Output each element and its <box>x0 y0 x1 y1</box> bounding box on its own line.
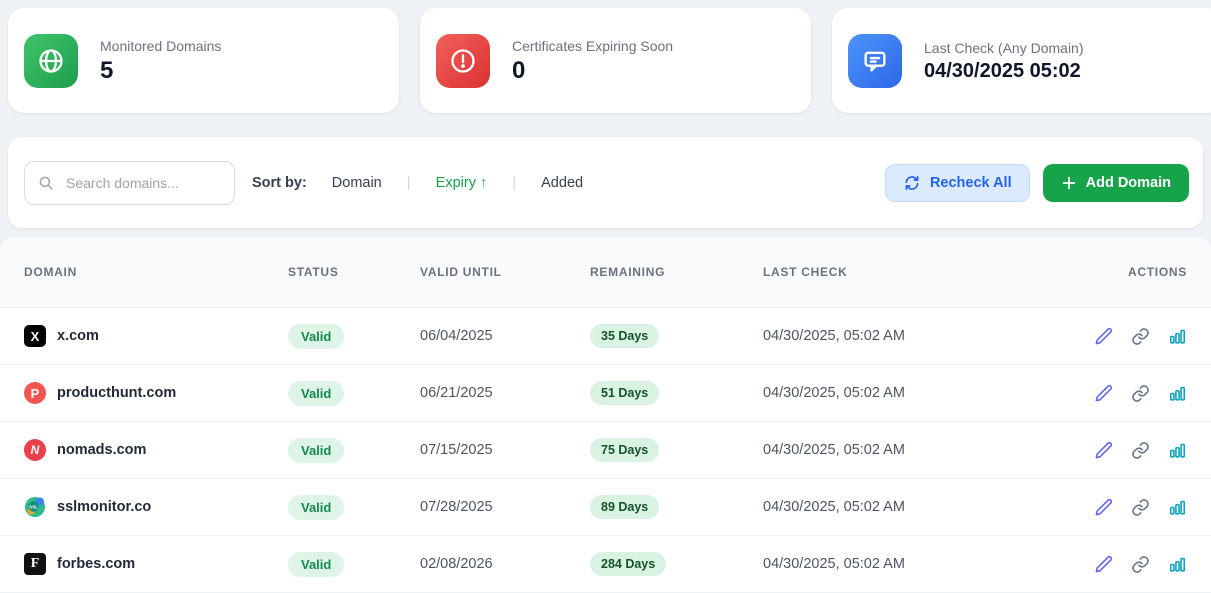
stat-value: 5 <box>100 57 114 84</box>
column-header-last-check: LAST CHECK <box>763 265 848 279</box>
table-row: N nomads.com Valid 07/15/2025 75 Days 04… <box>0 422 1211 479</box>
domain-name: sslmonitor.co <box>57 499 152 515</box>
edit-icon[interactable] <box>1093 326 1113 346</box>
sort-separator: | <box>512 174 517 191</box>
edit-icon[interactable] <box>1093 440 1113 460</box>
table-row: F forbes.com Valid 02/08/2026 284 Days 0… <box>0 536 1211 593</box>
stat-card-expiring-soon: Certificates Expiring Soon 0 <box>420 8 811 113</box>
valid-until-value: 06/04/2025 <box>420 328 493 344</box>
table-row: X x.com Valid 06/04/2025 35 Days 04/30/2… <box>0 308 1211 365</box>
column-header-status: STATUS <box>288 265 339 279</box>
svg-text:SSL: SSL <box>29 504 38 509</box>
valid-until-value: 07/15/2025 <box>420 442 493 458</box>
stat-card-last-check: Last Check (Any Domain) 04/30/2025 05:02 <box>832 8 1211 113</box>
remaining-badge: 35 Days <box>590 324 660 348</box>
history-chart-icon[interactable] <box>1167 554 1187 574</box>
nomads-favicon: N <box>24 439 46 461</box>
edit-icon[interactable] <box>1093 497 1113 517</box>
link-icon[interactable] <box>1130 326 1150 346</box>
valid-until-value: 02/08/2026 <box>420 556 493 572</box>
search-box[interactable] <box>24 160 235 205</box>
remaining-badge: 284 Days <box>590 552 667 576</box>
search-input[interactable] <box>64 173 222 192</box>
stat-value: 0 <box>512 57 526 84</box>
last-check-value: 04/30/2025, 05:02 AM <box>763 385 905 401</box>
domain-name: nomads.com <box>57 442 147 458</box>
link-icon[interactable] <box>1130 497 1150 517</box>
sslmonitor-favicon: SSL <box>24 496 46 518</box>
remaining-badge: 75 Days <box>590 438 660 462</box>
column-header-actions: ACTIONS <box>1127 265 1187 279</box>
message-icon <box>848 33 902 88</box>
stat-value: 04/30/2025 05:02 <box>924 60 1081 82</box>
status-badge: Valid <box>288 380 345 406</box>
forbes-favicon: F <box>24 553 46 575</box>
add-domain-button[interactable]: Add Domain <box>1042 163 1189 202</box>
sort-option-added[interactable]: Added <box>541 174 584 191</box>
x-favicon: X <box>24 325 46 347</box>
stat-label: Monitored Domains <box>100 38 222 54</box>
domains-table: DOMAIN STATUS VALID UNTIL REMAINING LAST… <box>0 237 1211 593</box>
valid-until-value: 06/21/2025 <box>420 385 493 401</box>
stat-label: Certificates Expiring Soon <box>512 38 674 54</box>
toolbar: Sort by: Domain | Expiry ↑ | Added Reche… <box>8 137 1203 228</box>
refresh-icon <box>903 174 921 192</box>
status-badge: Valid <box>288 323 345 349</box>
remaining-badge: 89 Days <box>590 495 660 519</box>
last-check-value: 04/30/2025, 05:02 AM <box>763 499 905 515</box>
globe-icon <box>24 33 78 88</box>
link-icon[interactable] <box>1130 383 1150 403</box>
last-check-value: 04/30/2025, 05:02 AM <box>763 328 905 344</box>
stats-row: Monitored Domains 5 Certificates Expirin… <box>0 0 1211 113</box>
column-header-valid-until: VALID UNTIL <box>420 265 502 279</box>
recheck-all-label: Recheck All <box>929 174 1012 191</box>
status-badge: Valid <box>288 551 345 577</box>
stat-label: Last Check (Any Domain) <box>924 40 1084 56</box>
remaining-badge: 51 Days <box>590 381 660 405</box>
status-badge: Valid <box>288 437 345 463</box>
history-chart-icon[interactable] <box>1167 440 1187 460</box>
last-check-value: 04/30/2025, 05:02 AM <box>763 556 905 572</box>
sort-by-label: Sort by: <box>252 174 307 191</box>
history-chart-icon[interactable] <box>1167 497 1187 517</box>
edit-icon[interactable] <box>1093 554 1113 574</box>
table-header-row: DOMAIN STATUS VALID UNTIL REMAINING LAST… <box>0 237 1211 308</box>
history-chart-icon[interactable] <box>1167 326 1187 346</box>
column-header-domain: DOMAIN <box>24 265 77 279</box>
sort-option-domain[interactable]: Domain <box>331 174 382 191</box>
table-row: P producthunt.com Valid 06/21/2025 51 Da… <box>0 365 1211 422</box>
sort-option-expiry[interactable]: Expiry ↑ <box>435 174 488 191</box>
domain-name: producthunt.com <box>57 385 177 401</box>
recheck-all-button[interactable]: Recheck All <box>884 163 1030 202</box>
sort-controls: Sort by: Domain | Expiry ↑ | Added <box>252 174 583 191</box>
table-row: SSL sslmonitor.co Valid 07/28/2025 89 Da… <box>0 479 1211 536</box>
sort-separator: | <box>406 174 411 191</box>
add-domain-label: Add Domain <box>1085 174 1171 191</box>
status-badge: Valid <box>288 494 345 520</box>
valid-until-value: 07/28/2025 <box>420 499 493 515</box>
column-header-remaining: REMAINING <box>590 265 666 279</box>
stat-card-monitored-domains: Monitored Domains 5 <box>8 8 399 113</box>
plus-icon <box>1061 175 1077 191</box>
history-chart-icon[interactable] <box>1167 383 1187 403</box>
producthunt-favicon: P <box>24 382 46 404</box>
link-icon[interactable] <box>1130 554 1150 574</box>
edit-icon[interactable] <box>1093 383 1113 403</box>
link-icon[interactable] <box>1130 440 1150 460</box>
domain-name: forbes.com <box>57 556 136 572</box>
alert-icon <box>436 33 490 88</box>
last-check-value: 04/30/2025, 05:02 AM <box>763 442 905 458</box>
domain-name: x.com <box>57 328 99 344</box>
search-icon <box>37 174 55 192</box>
